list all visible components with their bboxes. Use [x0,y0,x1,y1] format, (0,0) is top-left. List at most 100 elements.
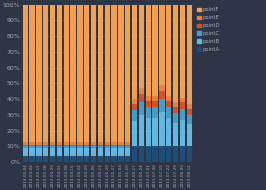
Bar [125,5,130,142]
Bar [84,142,89,145]
Bar [118,5,124,142]
Bar [50,142,55,145]
Bar [139,102,144,115]
Bar [132,146,137,162]
Bar [50,156,55,162]
Bar [152,101,158,107]
Bar [105,156,110,162]
Bar [98,5,103,142]
Bar [50,5,55,142]
Bar [111,145,117,146]
Bar [139,94,144,102]
Bar [105,148,110,156]
Bar [118,148,124,156]
Bar [23,156,28,162]
Bar [180,108,185,120]
Bar [36,145,41,146]
Bar [132,5,137,99]
Bar [132,121,137,146]
Bar [105,146,110,148]
Bar [77,142,82,145]
Bar [166,5,171,96]
Bar [132,99,137,104]
Bar [105,5,110,142]
Bar [139,5,144,88]
Bar [180,97,185,102]
Bar [173,113,178,123]
Bar [98,148,103,156]
Bar [57,146,62,148]
Legend: pointF, pointE, pointD, pointC, pointB, pointA: pointF, pointE, pointD, pointC, pointB, … [197,7,220,52]
Bar [50,148,55,156]
Bar [125,145,130,146]
Bar [166,101,171,107]
Bar [166,96,171,101]
Bar [118,145,124,146]
Bar [36,148,41,156]
Bar [152,96,158,101]
Bar [159,99,165,112]
Bar [91,145,96,146]
Bar [23,146,28,148]
Bar [77,148,82,156]
Bar [36,142,41,145]
Bar [70,142,76,145]
Bar [111,148,117,156]
Bar [84,148,89,156]
Bar [64,156,69,162]
Bar [180,102,185,108]
Bar [70,5,76,142]
Bar [91,5,96,142]
Bar [132,110,137,121]
Bar [43,145,48,146]
Bar [173,123,178,146]
Bar [159,91,165,99]
Bar [180,120,185,146]
Bar [118,146,124,148]
Bar [50,146,55,148]
Bar [186,115,192,124]
Bar [146,118,151,146]
Bar [139,146,144,162]
Bar [64,145,69,146]
Bar [146,96,151,101]
Bar [43,5,48,142]
Bar [111,156,117,162]
Bar [29,148,35,156]
Bar [29,156,35,162]
Bar [43,156,48,162]
Bar [84,5,89,142]
Bar [77,145,82,146]
Bar [57,148,62,156]
Bar [173,107,178,113]
Bar [118,142,124,145]
Bar [98,156,103,162]
Bar [70,146,76,148]
Bar [166,146,171,162]
Bar [43,142,48,145]
Bar [146,146,151,162]
Bar [98,145,103,146]
Bar [125,146,130,148]
Bar [23,148,28,156]
Bar [29,142,35,145]
Bar [36,146,41,148]
Bar [146,107,151,118]
Bar [146,5,151,96]
Bar [180,5,185,97]
Bar [91,148,96,156]
Bar [186,124,192,146]
Bar [77,156,82,162]
Bar [132,104,137,110]
Bar [98,142,103,145]
Bar [105,142,110,145]
Bar [84,146,89,148]
Bar [64,142,69,145]
Bar [36,156,41,162]
Bar [36,5,41,142]
Bar [152,5,158,96]
Bar [91,146,96,148]
Bar [23,5,28,142]
Bar [57,156,62,162]
Bar [186,104,192,108]
